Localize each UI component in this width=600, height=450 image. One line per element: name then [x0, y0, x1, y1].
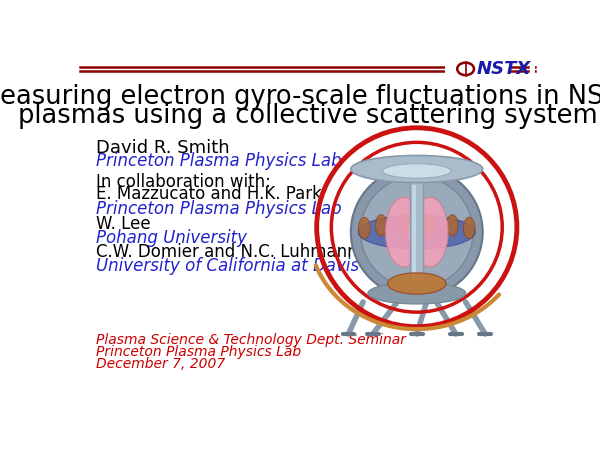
Ellipse shape [386, 197, 422, 267]
Bar [410, 181, 423, 283]
Text: C.W. Domier and N.C. Luhmann, Jr.: C.W. Domier and N.C. Luhmann, Jr. [96, 243, 383, 261]
Text: Princeton Plasma Physics Lab: Princeton Plasma Physics Lab [96, 345, 301, 359]
Ellipse shape [411, 197, 448, 267]
Text: Princeton Plasma Physics Lab: Princeton Plasma Physics Lab [96, 153, 341, 171]
Text: W. Lee: W. Lee [96, 215, 151, 233]
Text: In collaboration with:: In collaboration with: [96, 173, 271, 191]
Ellipse shape [376, 215, 387, 236]
Text: Pohang University: Pohang University [96, 230, 247, 248]
Text: E. Mazzucato and H.K. Park: E. Mazzucato and H.K. Park [96, 185, 322, 203]
Ellipse shape [463, 217, 475, 238]
Ellipse shape [351, 155, 482, 183]
Ellipse shape [383, 164, 451, 178]
Text: December 7, 2007: December 7, 2007 [96, 357, 225, 371]
Text: plasmas using a collective scattering system: plasmas using a collective scattering sy… [17, 104, 598, 129]
Ellipse shape [368, 283, 466, 304]
Ellipse shape [351, 166, 482, 297]
Text: Measuring electron gyro-scale fluctuations in NSTX: Measuring electron gyro-scale fluctuatio… [0, 84, 600, 110]
Ellipse shape [424, 213, 435, 235]
Ellipse shape [358, 217, 370, 238]
Bar [445, 55, 535, 83]
Text: Plasma Science & Technology Dept. Seminar: Plasma Science & Technology Dept. Semina… [96, 333, 406, 347]
Ellipse shape [409, 201, 424, 264]
Ellipse shape [358, 215, 475, 249]
Text: University of California at Davis: University of California at Davis [96, 257, 359, 275]
Text: David R. Smith: David R. Smith [96, 139, 230, 157]
Ellipse shape [446, 215, 458, 236]
Bar [412, 184, 416, 279]
Text: Princeton Plasma Physics Lab: Princeton Plasma Physics Lab [96, 200, 341, 218]
Text: NSTX: NSTX [476, 60, 530, 78]
Ellipse shape [361, 176, 473, 288]
Ellipse shape [388, 273, 446, 294]
Ellipse shape [398, 213, 410, 235]
